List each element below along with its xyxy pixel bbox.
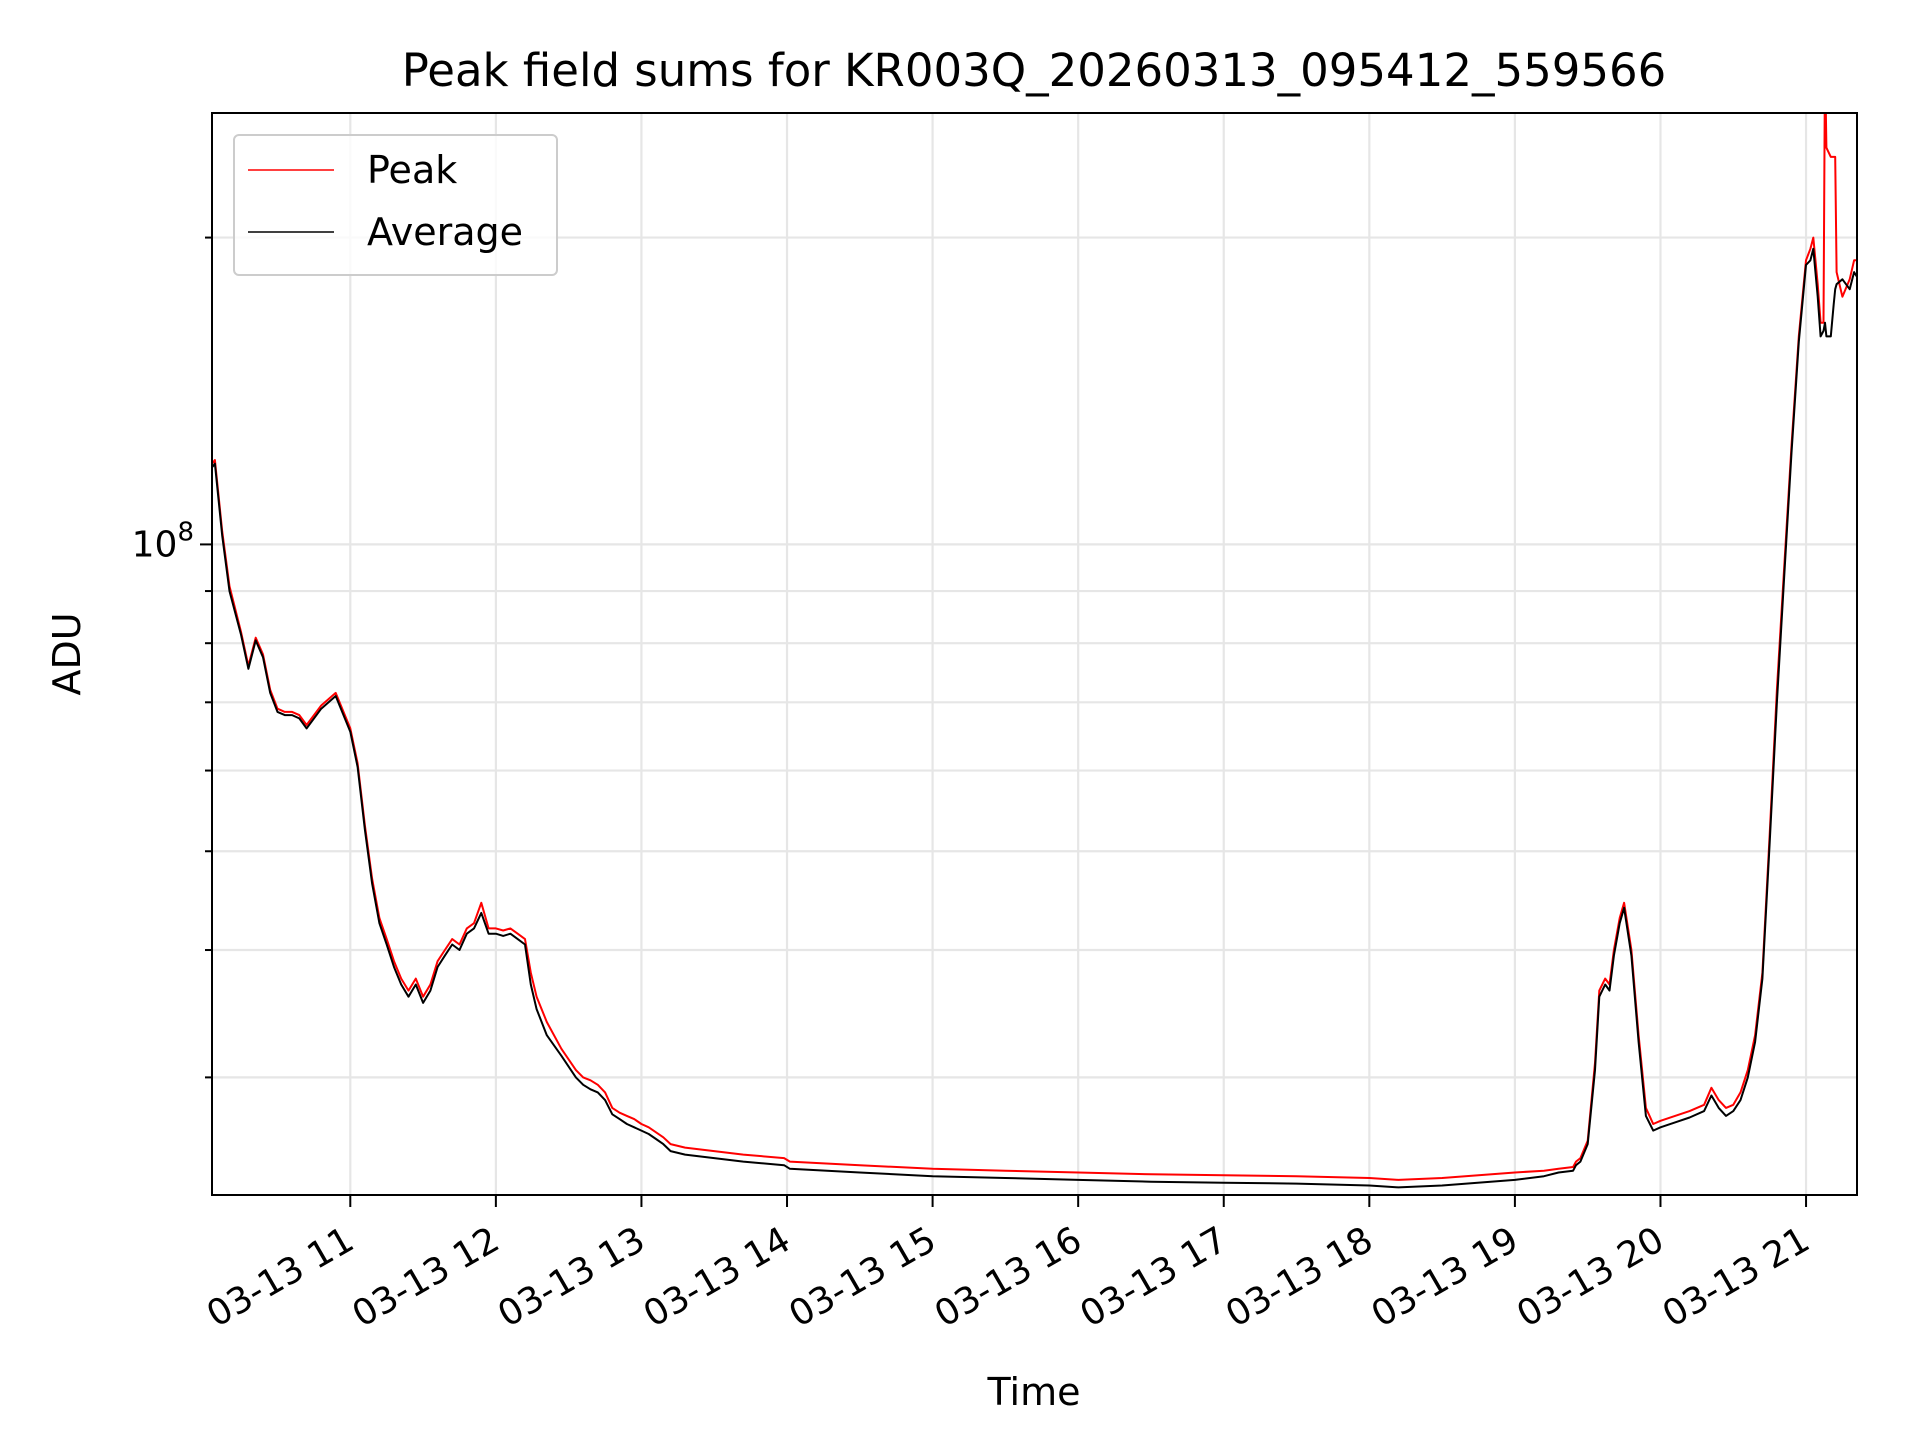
plot-area-frame: [211, 112, 1858, 1196]
x-tick-label: 03-13 17: [1074, 1219, 1235, 1335]
legend-peak-label: Peak: [367, 148, 457, 192]
x-tick-label: 03-13 13: [491, 1219, 652, 1335]
series-line-average: [212, 247, 1857, 1189]
grid: [212, 113, 1857, 1195]
legend: Peak Average: [233, 134, 558, 276]
x-tick-label: 03-13 14: [637, 1219, 798, 1335]
chart-title: Peak field sums for KR003Q_20260313_0954…: [402, 44, 1666, 97]
x-tick-label: 03-13 15: [782, 1219, 943, 1335]
y-axis-label: ADU: [45, 612, 89, 695]
x-tick-label: 03-13 12: [346, 1219, 507, 1335]
x-axis-label: Time: [987, 1370, 1081, 1414]
x-tick-label: 03-13 16: [928, 1219, 1089, 1335]
x-tick-label: 03-13 11: [200, 1219, 361, 1335]
y-tick-label: 108: [132, 517, 194, 565]
plot-series: [212, 113, 1857, 1189]
x-tick-label: 03-13 19: [1365, 1219, 1526, 1335]
legend-average-label: Average: [367, 210, 523, 254]
x-tick-label: 03-13 21: [1656, 1219, 1817, 1335]
x-tick-label: 03-13 18: [1219, 1219, 1380, 1335]
x-tick-label: 03-13 20: [1510, 1219, 1671, 1335]
